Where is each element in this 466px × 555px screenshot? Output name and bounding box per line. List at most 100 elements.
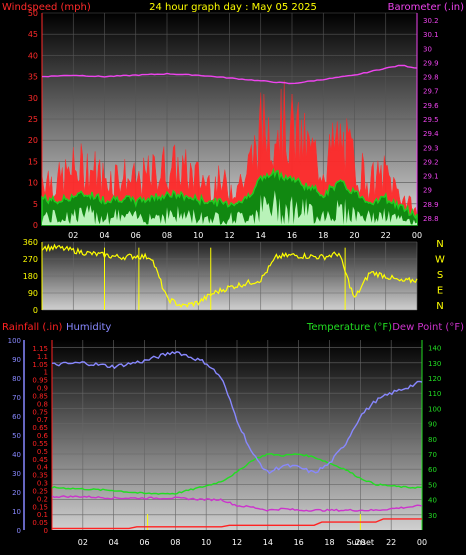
y-tick-label: 30.2 bbox=[423, 17, 439, 25]
y-tick-label: 20 bbox=[12, 489, 21, 497]
humidity-series bbox=[51, 351, 423, 475]
y-tick-label: 28.9 bbox=[423, 201, 439, 209]
y-tick-label: 30 bbox=[28, 94, 38, 103]
y-tick-label: 29.7 bbox=[423, 88, 439, 96]
y-tick-label: 10 bbox=[28, 179, 38, 188]
y-tick-label: 0 bbox=[44, 527, 48, 535]
x-tick-label: 16 bbox=[294, 538, 304, 547]
x-tick-label: 16 bbox=[287, 231, 297, 240]
y-tick-label: 0.55 bbox=[32, 440, 48, 448]
y-tick-label: 60 bbox=[428, 466, 437, 474]
y-tick-label: 25 bbox=[28, 115, 38, 124]
y-tick-label: 140 bbox=[428, 345, 441, 353]
x-tick-label: 00 bbox=[412, 231, 422, 240]
y-tick-label: 0.9 bbox=[37, 385, 48, 393]
y-tick-label: 30 bbox=[428, 512, 437, 520]
x-tick-label: 18 bbox=[324, 538, 334, 547]
y-tick-label: 0.6 bbox=[37, 432, 49, 440]
x-tick-label: 08 bbox=[170, 538, 180, 547]
direction-series bbox=[41, 243, 418, 310]
x-tick-label: 20 bbox=[349, 231, 359, 240]
y-tick-label: 1.05 bbox=[32, 361, 48, 369]
y-tick-label: 180 bbox=[23, 272, 38, 281]
y-tick-label: 29.3 bbox=[423, 144, 439, 152]
y-tick-label: 29.8 bbox=[423, 74, 439, 82]
y-tick-label: 0 bbox=[33, 306, 38, 315]
barometer-series bbox=[42, 64, 418, 85]
y-tick-label: 70 bbox=[12, 394, 21, 402]
y-tick-label: 0.1 bbox=[37, 511, 48, 519]
y-tick-label: 120 bbox=[428, 375, 441, 383]
y-tick-label: 20 bbox=[28, 136, 38, 145]
y-tick-label: 0.15 bbox=[32, 503, 48, 511]
y-tick-label: 45 bbox=[28, 30, 38, 39]
y-tick-label: 0.2 bbox=[37, 495, 48, 503]
y-tick-label: 0.5 bbox=[37, 448, 48, 456]
y-tick-label: 0.4 bbox=[37, 464, 49, 472]
y-tick-label: 90 bbox=[28, 289, 38, 298]
rainfall-series bbox=[52, 518, 422, 530]
y-tick-label: 80 bbox=[428, 436, 437, 444]
y-tick-label: 50 bbox=[28, 9, 38, 18]
y-tick-label: 10 bbox=[12, 508, 21, 516]
windspeed-axis: 0 5 10 15 20 25 30 35 40 45 50 bbox=[28, 9, 43, 230]
y-tick-label: 0.95 bbox=[32, 377, 48, 385]
compass-label: N bbox=[436, 239, 443, 250]
y-tick-label: 360 bbox=[23, 238, 38, 247]
y-tick-label: 0.8 bbox=[37, 400, 48, 408]
x-tick-label: 20 bbox=[355, 538, 365, 547]
temperature-axis: 30 40 50 60 70 80 90 100 110 120 130 140 bbox=[421, 340, 441, 530]
y-tick-label: 29.2 bbox=[423, 158, 439, 166]
dewpoint-series bbox=[51, 495, 423, 512]
humidity-axis: 0 10 20 30 40 50 60 70 80 90 100 bbox=[8, 337, 25, 535]
x-tick-label: 12 bbox=[224, 231, 234, 240]
y-tick-label: 29.9 bbox=[423, 59, 439, 67]
x-tick-label: 00 bbox=[417, 538, 427, 547]
y-tick-label: 35 bbox=[28, 73, 38, 82]
y-tick-label: 90 bbox=[428, 421, 437, 429]
x-tick-label: 14 bbox=[256, 231, 266, 240]
y-tick-label: 40 bbox=[428, 497, 437, 505]
y-tick-label: 0.3 bbox=[37, 480, 48, 488]
y-tick-label: 30 bbox=[423, 45, 432, 53]
y-tick-label: 0 bbox=[33, 221, 38, 230]
compass-label: N bbox=[436, 301, 443, 312]
x-tick-label: 22 bbox=[386, 538, 396, 547]
y-tick-label: 40 bbox=[28, 51, 38, 60]
temperature-time-axis: 02 04 06 08 10 12 14 16 18 20 22 00 Sunset bbox=[78, 538, 427, 547]
dewpoint-label: Dew Point (°F) bbox=[392, 322, 464, 333]
temperature-series bbox=[51, 452, 422, 495]
y-tick-label: 30.1 bbox=[423, 31, 439, 39]
y-tick-label: 50 bbox=[428, 481, 437, 489]
sunset-label: Sunset bbox=[347, 538, 374, 547]
y-tick-label: 0.85 bbox=[32, 392, 48, 400]
y-tick-label: 28.8 bbox=[423, 215, 439, 223]
y-tick-label: 50 bbox=[12, 432, 21, 440]
y-tick-label: 29.6 bbox=[423, 102, 439, 110]
y-tick-label: 5 bbox=[33, 200, 38, 209]
wind-low-series bbox=[42, 190, 417, 225]
temperature-label: Temperature (°F) bbox=[306, 322, 392, 333]
barometer-axis: 28.8 28.9 29 29.1 29.2 29.3 29.4 29.5 29.6 29.7 29… bbox=[416, 13, 439, 225]
barometer-label: Barometer (.in) bbox=[388, 2, 464, 13]
y-tick-label: 29.1 bbox=[423, 173, 439, 181]
y-tick-label: 270 bbox=[23, 255, 38, 264]
y-tick-label: 0.7 bbox=[37, 416, 48, 424]
y-tick-label: 60 bbox=[12, 413, 21, 421]
y-tick-label: 0.25 bbox=[32, 487, 48, 495]
x-tick-label: 08 bbox=[162, 231, 172, 240]
wind-series bbox=[41, 64, 418, 226]
x-tick-label: 06 bbox=[131, 231, 141, 240]
y-tick-label: 1 bbox=[44, 369, 48, 377]
y-tick-label: 130 bbox=[428, 360, 441, 368]
y-tick-label: 29.4 bbox=[423, 130, 439, 138]
y-tick-label: 70 bbox=[428, 451, 437, 459]
y-tick-label: 30 bbox=[12, 470, 21, 478]
windspeed-series bbox=[41, 80, 418, 226]
y-tick-label: 100 bbox=[8, 337, 21, 345]
x-tick-label: 12 bbox=[232, 538, 242, 547]
y-tick-label: 29.5 bbox=[423, 116, 439, 124]
x-tick-label: 04 bbox=[109, 538, 119, 547]
x-tick-label: 02 bbox=[78, 538, 88, 547]
